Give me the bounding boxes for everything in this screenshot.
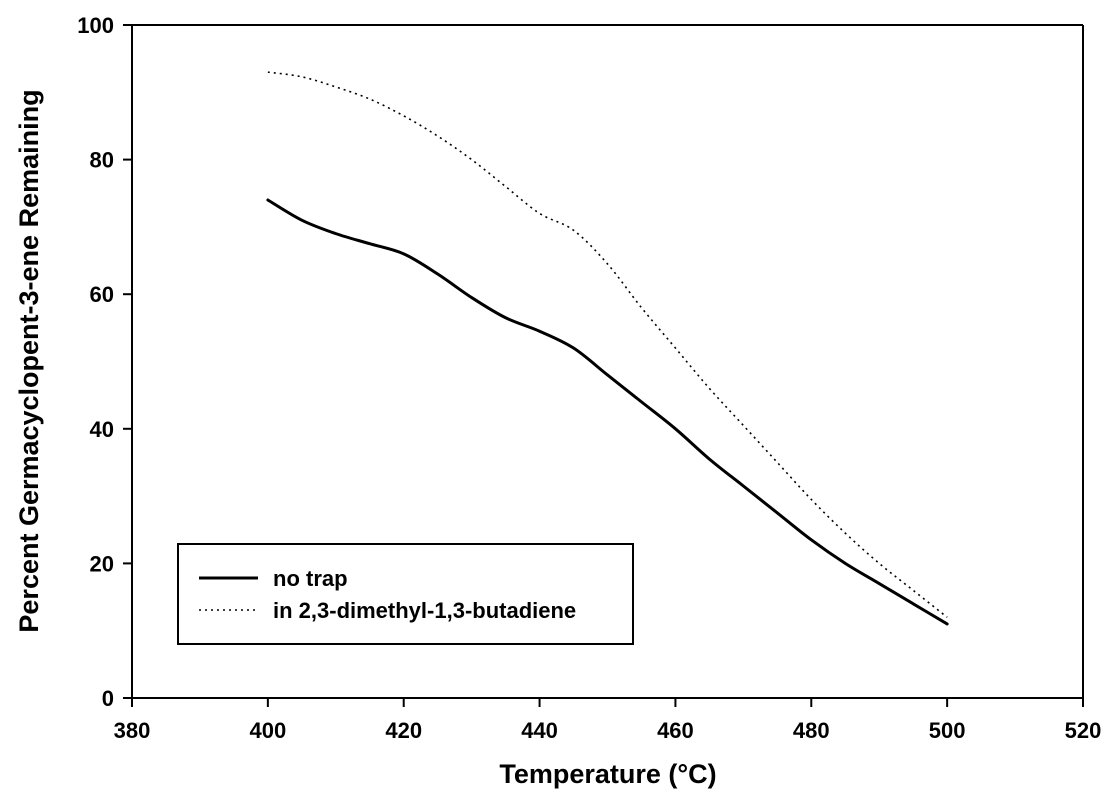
- legend-label-no-trap: no trap: [273, 566, 348, 591]
- x-tick-label: 400: [249, 718, 286, 743]
- x-tick-label: 460: [657, 718, 694, 743]
- y-tick-label: 60: [90, 282, 114, 307]
- y-tick-label: 40: [90, 417, 114, 442]
- y-tick-label: 80: [90, 148, 114, 173]
- y-axis-title: Percent Germacyclopent-3-ene Remaining: [14, 89, 44, 632]
- legend-box: [177, 543, 634, 645]
- x-tick-label: 440: [521, 718, 558, 743]
- x-tick-label: 380: [114, 718, 151, 743]
- y-tick-label: 100: [77, 13, 114, 38]
- legend: no trap in 2,3-dimethyl-1,3-butadiene: [177, 543, 634, 645]
- x-tick-label: 480: [793, 718, 830, 743]
- legend-label-butadiene: in 2,3-dimethyl-1,3-butadiene: [273, 598, 576, 623]
- y-tick-label: 20: [90, 551, 114, 576]
- x-tick-label: 420: [385, 718, 422, 743]
- series-layer: [266, 71, 949, 626]
- x-ticks: 380 400 420 440 460 480 500 520: [114, 698, 1102, 743]
- series-line-butadiene: [267, 71, 948, 618]
- plot-area: [131, 24, 1084, 699]
- series-line-no-trap: [266, 198, 949, 626]
- x-tick-label: 500: [929, 718, 966, 743]
- y-ticks: 0 20 40 60 80 100: [77, 13, 132, 711]
- x-tick-label: 520: [1065, 718, 1102, 743]
- x-axis-title: Temperature (°C): [499, 759, 716, 789]
- y-tick-label: 0: [102, 686, 114, 711]
